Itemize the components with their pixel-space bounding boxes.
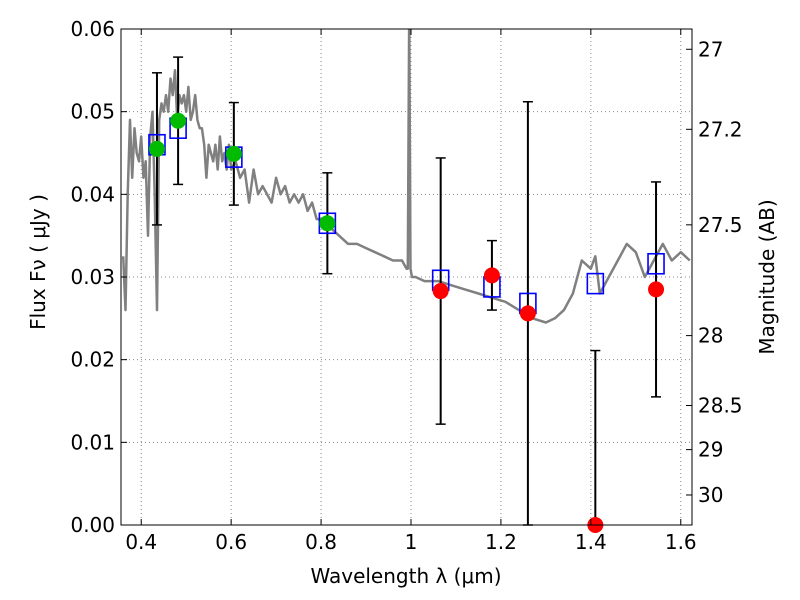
y-tick-label: 0.06 bbox=[70, 17, 115, 41]
nir-flux-point bbox=[648, 281, 665, 298]
y-tick-label: 0.01 bbox=[70, 430, 115, 454]
right-tick-label: 27 bbox=[698, 37, 723, 61]
model-photometry-box bbox=[647, 252, 665, 275]
optical-flux-point bbox=[319, 215, 336, 232]
right-tick-label: 28.5 bbox=[698, 394, 743, 418]
right-tick-label: 30 bbox=[698, 483, 723, 507]
right-tick-label: 27.2 bbox=[698, 117, 743, 141]
right-axis-label: Magnitude (AB) bbox=[755, 199, 779, 354]
x-axis-label: Wavelength λ (μm) bbox=[310, 564, 501, 588]
y-tick-label: 0.00 bbox=[70, 513, 115, 537]
x-tick-label: 0.6 bbox=[215, 530, 247, 554]
y-tick-label: 0.02 bbox=[70, 348, 115, 372]
x-tick-label: 1.2 bbox=[485, 530, 517, 554]
x-tick-label: 1.6 bbox=[665, 530, 697, 554]
x-tick-label: 0.8 bbox=[305, 530, 337, 554]
y-tick-label: 0.05 bbox=[70, 100, 115, 124]
nir-flux-point bbox=[519, 305, 536, 322]
axis-ticks: 0.4 0.6 0.8 1 1.2 1.4 1.6 0.00 0.01 0.02 0.03 0.04 0… bbox=[70, 17, 742, 554]
y-axis-label: Flux Fν ( μJy ) bbox=[26, 194, 50, 330]
y-tick-label: 0.03 bbox=[70, 265, 115, 289]
x-tick-label: 1.4 bbox=[575, 530, 607, 554]
right-tick-label: 27.5 bbox=[698, 213, 743, 237]
model-photometry-box bbox=[586, 272, 605, 295]
y-tick-label: 0.04 bbox=[70, 182, 115, 206]
flux-point-layer bbox=[148, 112, 665, 533]
optical-flux-point bbox=[148, 140, 165, 157]
nir-flux-point bbox=[432, 283, 449, 300]
x-tick-label: 1 bbox=[405, 530, 418, 554]
nir-flux-point bbox=[483, 267, 500, 284]
optical-flux-point bbox=[170, 112, 187, 129]
optical-flux-point bbox=[225, 145, 242, 162]
right-tick-label: 29 bbox=[698, 438, 723, 462]
x-tick-label: 0.4 bbox=[125, 530, 157, 554]
right-tick-label: 28 bbox=[698, 324, 723, 348]
